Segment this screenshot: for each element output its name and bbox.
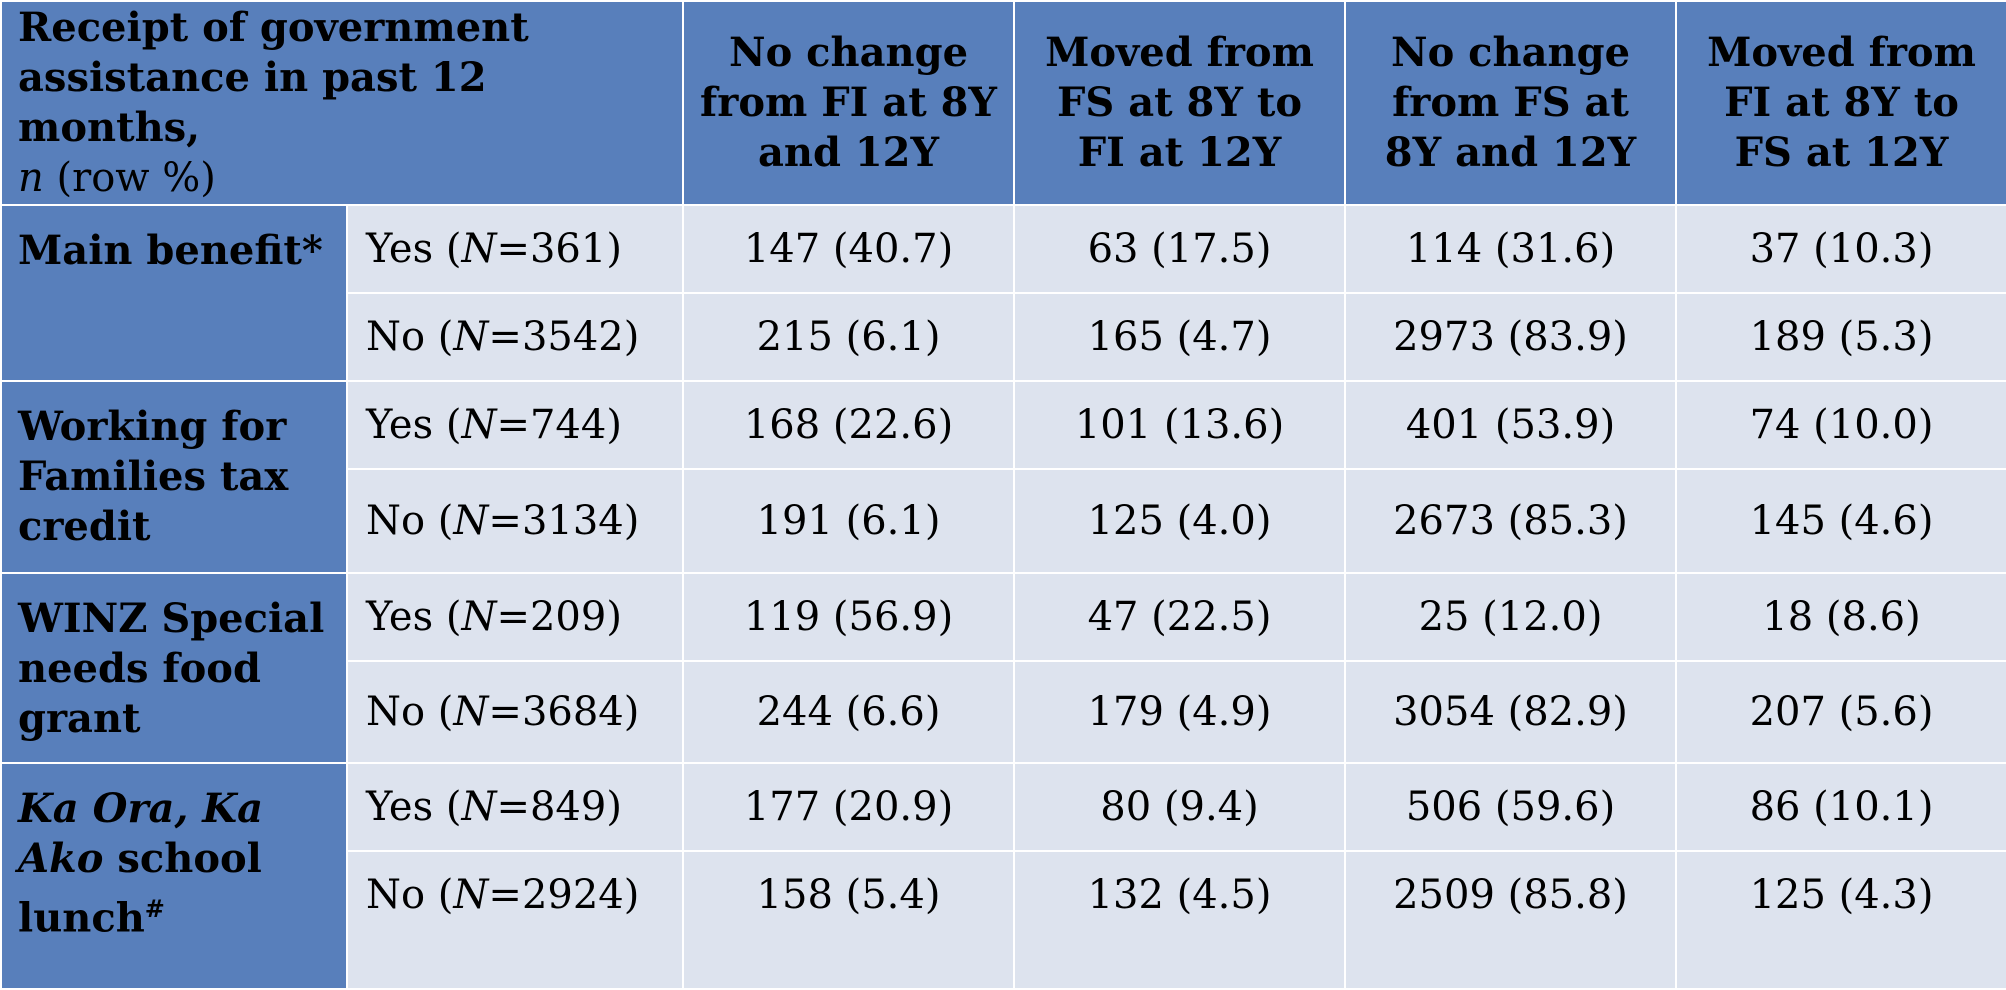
n-symbol: N [453,872,489,918]
value-cell: 189 (5.3) [1675,293,2006,382]
table-row: Ka Ora, Ka Ako school lunch# Yes (N=849)… [0,762,2006,990]
value-cell: 179 (4.9) [1013,661,1347,764]
value-cell: 125 (4.0) [1013,469,1347,574]
response-label: No [366,314,426,360]
value-cell: 145 (4.6) [1675,469,2006,574]
header-first-col: Receipt of government assistance in past… [0,0,685,206]
n-value: 209 [529,594,607,640]
value-cell: 18 (8.6) [1675,572,2006,662]
value-cell: 2673 (85.3) [1344,469,1678,574]
value-cell: 119 (56.9) [682,572,1016,662]
response-label: No [366,872,426,918]
school-lunch-program-name: Ka Ora, Ka Ako [18,785,263,882]
header-col-2: Moved from FS at 8Y to FI at 12Y [1013,0,1347,206]
value-cell: 25 (12.0) [1344,572,1678,662]
value-cell: 37 (10.3) [1675,204,2006,294]
response-cell: Yes (N=209) [345,572,685,662]
value-cell: 80 (9.4) [1013,762,1347,852]
response-label: Yes [366,784,434,830]
header-line2: assistance in past 12 months, [18,54,487,151]
header-col-1: No change from FI at 8Y and 12Y [682,0,1016,206]
response-cell: No (N=3684) [345,661,685,764]
response-label: Yes [366,402,434,448]
header-row-pct: (row %) [43,155,216,201]
value-cell: 168 (22.6) [682,380,1016,470]
response-cell: Yes (N=744) [345,380,685,470]
value-cell: 114 (31.6) [1344,204,1678,294]
n-value: 3542 [521,314,624,360]
value-cell: 215 (6.1) [682,293,1016,382]
value-cell: 191 (6.1) [682,469,1016,574]
footnote-marker: # [144,894,165,923]
value-cell: 158 (5.4) [682,851,1016,990]
value-cell: 101 (13.6) [1013,380,1347,470]
response-cell: Yes (N=361) [345,204,685,294]
response-label: No [366,689,426,735]
n-symbol: N [461,784,497,830]
n-value: 3134 [521,498,624,544]
value-cell: 47 (22.5) [1013,572,1347,662]
value-cell: 177 (20.9) [682,762,1016,852]
header-line1: Receipt of government [18,4,529,51]
n-value: 849 [529,784,607,830]
table-row: Main benefit* Yes (N=361) 147 (40.7) 63 … [0,204,2006,382]
response-cell: Yes (N=849) [345,762,685,852]
n-value: 3684 [521,689,624,735]
table-row: No (N=3134) 191 (6.1) 125 (4.0) 2673 (85… [1,469,2006,574]
table-row: No (N=3542) 215 (6.1) 165 (4.7) 2973 (83… [1,293,2006,382]
value-cell: 86 (10.1) [1675,762,2006,852]
header-n: n [18,155,44,201]
n-value: 361 [529,226,607,272]
n-symbol: N [453,314,489,360]
school-lunch-label-rest: school lunch [18,835,262,942]
value-cell: 125 (4.3) [1675,851,2006,990]
response-label: Yes [366,594,434,640]
value-cell: 63 (17.5) [1013,204,1347,294]
n-symbol: N [461,226,497,272]
header-row: Receipt of government assistance in past… [0,0,2006,206]
table-row: No (N=2924) 158 (5.4) 132 (4.5) 2509 (85… [1,851,2006,990]
table-row: WINZ Special needs food grant Yes (N=209… [0,572,2006,764]
value-cell: 207 (5.6) [1675,661,2006,764]
n-value: 744 [529,402,607,448]
n-symbol: N [461,402,497,448]
value-cell: 3054 (82.9) [1344,661,1678,764]
group-label-winz-food-grant: WINZ Special needs food grant [0,572,348,764]
response-cell: No (N=2924) [345,851,685,990]
value-cell: 132 (4.5) [1013,851,1347,990]
response-cell: No (N=3542) [345,293,685,382]
value-cell: 401 (53.9) [1344,380,1678,470]
value-cell: 2509 (85.8) [1344,851,1678,990]
n-value: 2924 [521,872,624,918]
n-symbol: N [453,498,489,544]
n-symbol: N [453,689,489,735]
table-row: Working for Families tax credit Yes (N=7… [0,380,2006,574]
response-label: Yes [366,226,434,272]
value-cell: 506 (59.6) [1344,762,1678,852]
group-label-working-for-families: Working for Families tax credit [0,380,348,574]
response-label: No [366,498,426,544]
value-cell: 74 (10.0) [1675,380,2006,470]
group-label-main-benefit: Main benefit* [0,204,348,382]
value-cell: 244 (6.6) [682,661,1016,764]
value-cell: 165 (4.7) [1013,293,1347,382]
value-cell: 147 (40.7) [682,204,1016,294]
header-col-3: No change from FS at 8Y and 12Y [1344,0,1678,206]
value-cell: 2973 (83.9) [1344,293,1678,382]
group-label-school-lunch: Ka Ora, Ka Ako school lunch# [0,762,348,990]
table-row: No (N=3684) 244 (6.6) 179 (4.9) 3054 (82… [1,661,2006,764]
header-col-4: Moved from FI at 8Y to FS at 12Y [1675,0,2006,206]
response-cell: No (N=3134) [345,469,685,574]
n-symbol: N [461,594,497,640]
